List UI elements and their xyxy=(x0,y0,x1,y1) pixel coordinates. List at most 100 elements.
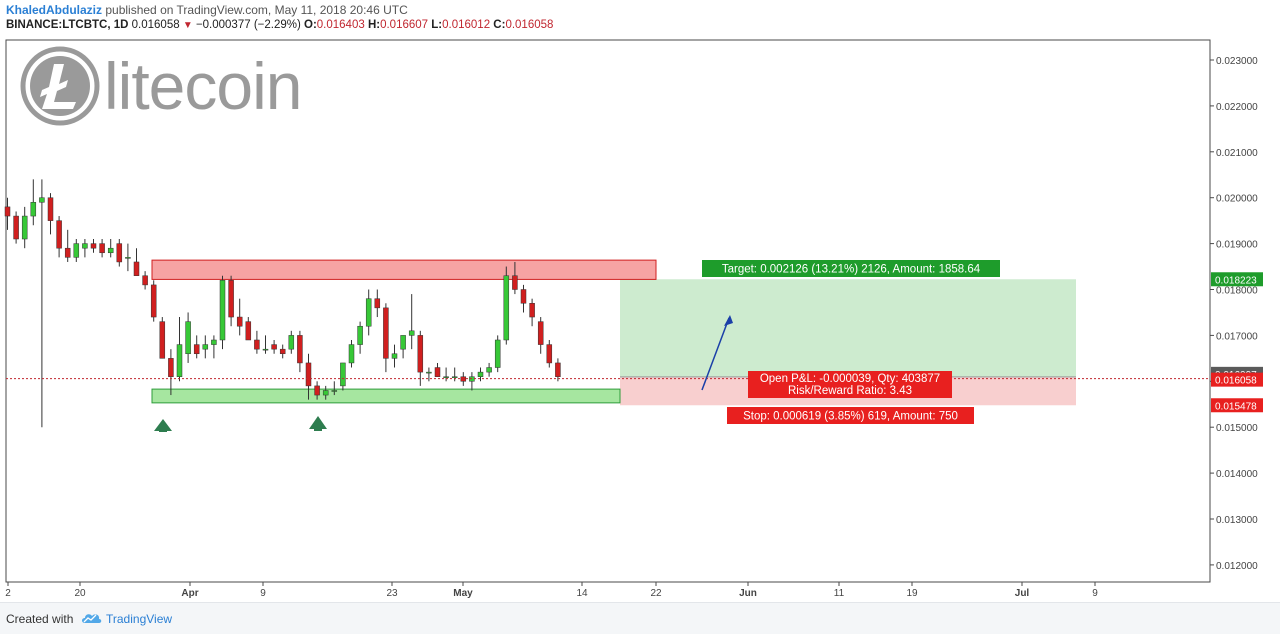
candle xyxy=(99,239,105,258)
open-pl-label: Open P&L: -0.000039, Qty: 403877 xyxy=(760,373,940,385)
candle-body xyxy=(305,362,312,387)
candle xyxy=(116,239,123,267)
risk-reward-label: Risk/Reward Ratio: 3.43 xyxy=(788,385,912,397)
candle-body xyxy=(116,243,123,263)
x-tick-label: 20 xyxy=(74,588,86,599)
candle xyxy=(383,303,389,373)
candle-body xyxy=(417,335,424,373)
high-key: H: xyxy=(367,19,381,31)
litecoin-wordmark: litecoin xyxy=(104,49,302,123)
y-tick-label: 0.019000 xyxy=(1216,240,1258,251)
candle xyxy=(4,197,11,230)
candle-body xyxy=(125,257,131,259)
candle xyxy=(408,294,415,350)
up-arrow-icon xyxy=(309,416,327,431)
x-tick-label: 19 xyxy=(906,588,918,599)
x-tick-label: Jun xyxy=(739,588,757,599)
candle-body xyxy=(4,206,11,217)
candle xyxy=(133,248,140,276)
candle-body xyxy=(426,371,432,374)
y-tick-label: 0.015000 xyxy=(1216,423,1258,434)
candle xyxy=(202,335,209,359)
footer-bar: Created with TradingView xyxy=(0,602,1280,634)
up-arrow-icon xyxy=(154,419,172,432)
stop-label: Stop: 0.000619 (3.85%) 619, Amount: 750 xyxy=(743,411,958,423)
y-tick-label: 0.012000 xyxy=(1216,561,1258,572)
candle xyxy=(21,206,28,249)
candle xyxy=(142,271,148,290)
candle xyxy=(13,211,19,244)
candle xyxy=(193,335,200,359)
candle-body xyxy=(176,344,183,377)
candle-body xyxy=(82,243,88,249)
author-link[interactable]: KhaledAbdulaziz xyxy=(6,3,103,17)
x-tick-label: 14 xyxy=(576,588,588,599)
candle xyxy=(236,298,243,336)
candle-body xyxy=(546,344,553,364)
candle xyxy=(219,275,226,350)
x-axis-ticks: 2 20 Apr 9 23 May 14 22 Jun 11 19 Jul 9 xyxy=(5,582,1098,599)
candle xyxy=(417,330,424,386)
tradingview-link[interactable]: TradingView xyxy=(106,612,173,626)
candle-body xyxy=(357,325,363,345)
candle-body xyxy=(348,344,355,364)
tradingview-cloud-icon[interactable] xyxy=(80,611,102,625)
candle-body xyxy=(56,220,62,249)
candle xyxy=(529,298,535,327)
published-text: published on TradingView.com, May 11, 20… xyxy=(105,3,408,17)
y-tick-label: 0.022000 xyxy=(1216,102,1258,113)
candle-body xyxy=(21,215,28,240)
candle-body xyxy=(520,289,527,304)
y-tick-label: 0.013000 xyxy=(1216,515,1258,526)
x-tick-label: 9 xyxy=(260,588,266,599)
candle xyxy=(434,362,441,377)
candle-body xyxy=(374,298,381,309)
candle-body xyxy=(408,330,415,336)
candle xyxy=(477,367,484,382)
candle xyxy=(503,266,510,345)
symbol-label[interactable]: BINANCE:LTCBTC, 1D xyxy=(6,19,129,31)
price-chart[interactable]: 0.023000 0.022000 0.021000 0.020000 0.019000… xyxy=(0,0,1280,602)
candle xyxy=(82,239,88,258)
candle xyxy=(340,362,346,391)
candle-body xyxy=(202,344,209,350)
candle-body xyxy=(64,247,71,258)
support-zone xyxy=(151,388,621,404)
candle-body xyxy=(39,197,45,203)
target-zone xyxy=(620,279,1076,377)
candle-body xyxy=(555,362,561,377)
candle xyxy=(400,335,406,359)
last-value: 0.016058 xyxy=(131,19,180,31)
candle xyxy=(73,239,80,262)
symbol-legend: BINANCE:LTCBTC, 1D 0.016058 ▼ −0.000377 … xyxy=(6,19,553,31)
arrow-up-icon xyxy=(724,315,733,326)
candle xyxy=(357,321,363,354)
created-with-text: Created with xyxy=(6,612,74,626)
y-axis-ticks: 0.023000 0.022000 0.021000 0.020000 0.019000… xyxy=(1210,56,1258,572)
candle xyxy=(64,229,71,262)
candle-body xyxy=(279,348,286,355)
candle-body xyxy=(503,275,510,341)
candle-body xyxy=(211,339,217,345)
candle-body xyxy=(512,275,518,290)
candle-body xyxy=(443,376,449,378)
price-label-box xyxy=(1211,372,1263,387)
high-value: 0.016607 xyxy=(380,19,429,31)
candle xyxy=(537,317,544,354)
candle xyxy=(426,367,432,382)
candle xyxy=(254,330,260,354)
candle-body xyxy=(13,215,19,240)
open-key: O: xyxy=(304,19,317,31)
candle-body xyxy=(434,367,441,377)
price-label-box xyxy=(1211,272,1263,287)
y-tick-label: 0.020000 xyxy=(1216,194,1258,205)
candle xyxy=(39,179,45,428)
candle-body xyxy=(340,362,346,387)
candle xyxy=(512,261,518,295)
candle-body xyxy=(297,335,303,364)
candle xyxy=(90,239,97,253)
candle-body xyxy=(391,353,398,359)
candle xyxy=(314,381,320,400)
candle xyxy=(47,193,54,235)
